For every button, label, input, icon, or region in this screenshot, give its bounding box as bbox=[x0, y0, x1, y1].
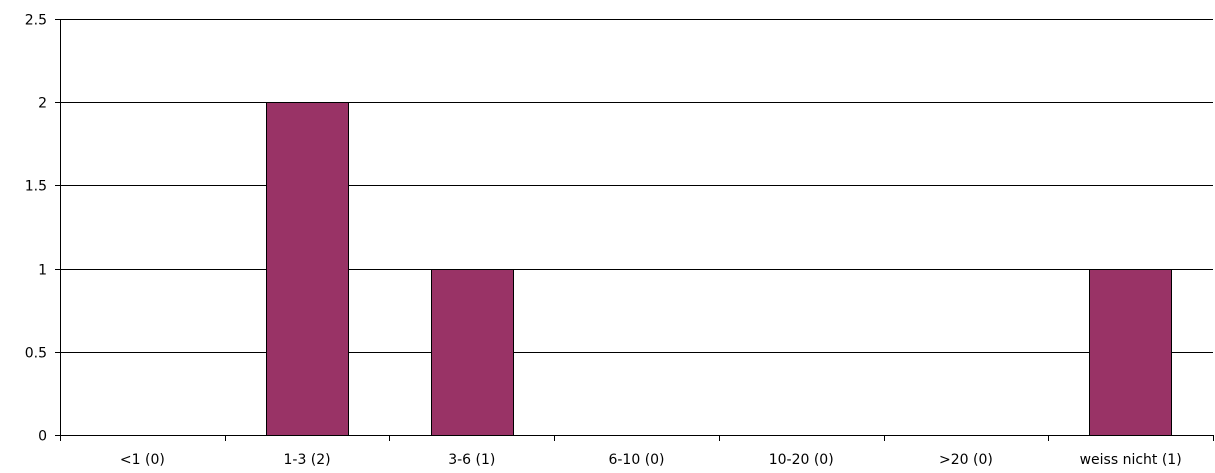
bar bbox=[1089, 269, 1172, 436]
bar bbox=[266, 102, 349, 436]
y-tick-label: 0.5 bbox=[25, 346, 47, 362]
tick-labels: 0 0.5 1 1.5 2 2.5 <1 (0) 1-3 (2) 3-6 (1) 6-10 (0)… bbox=[25, 13, 1182, 469]
x-tick-label: 10-20 (0) bbox=[769, 452, 834, 468]
x-tick-label: weiss nicht (1) bbox=[1080, 452, 1182, 468]
x-tick-label: 6-10 (0) bbox=[608, 452, 664, 468]
y-tick-label: 1 bbox=[38, 263, 47, 279]
x-tick-label: 3-6 (1) bbox=[448, 452, 495, 468]
axes bbox=[55, 19, 1214, 441]
y-tick-label: 2.5 bbox=[25, 13, 47, 29]
y-tick-label: 2 bbox=[38, 96, 47, 112]
x-tick-label: >20 (0) bbox=[939, 452, 993, 468]
x-tick-label: <1 (0) bbox=[120, 452, 165, 468]
bar bbox=[431, 269, 514, 436]
y-tick-label: 1.5 bbox=[25, 179, 47, 195]
bars bbox=[266, 102, 1172, 436]
gridlines bbox=[60, 19, 1213, 353]
y-tick-label: 0 bbox=[38, 429, 47, 445]
x-tick-label: 1-3 (2) bbox=[283, 452, 330, 468]
